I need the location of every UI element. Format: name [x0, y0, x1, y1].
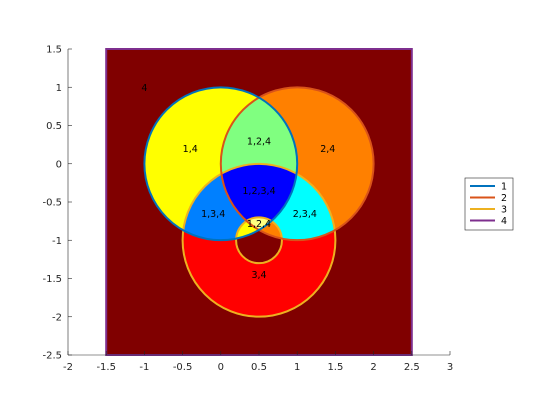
region-group-1-3	[182, 163, 298, 241]
region-label: 1,2,4	[247, 219, 271, 230]
x-tick-label: 1	[294, 362, 300, 373]
region-group-2-3	[220, 163, 336, 241]
set-2-outline	[219, 86, 375, 242]
legend-label-2: 2	[501, 193, 507, 204]
y-tick-label: 0.5	[46, 121, 62, 132]
x-tick-label: -1.5	[96, 362, 116, 373]
region-label: 1,2,3,4	[242, 186, 275, 197]
set-3-outer-outline	[181, 162, 337, 318]
legend-label-1: 1	[501, 182, 507, 193]
y-tick-label: -1	[52, 236, 62, 247]
y-tick-label: -2	[52, 312, 62, 323]
region-label: 1,2,4	[247, 136, 271, 147]
x-tick-label: -1	[139, 362, 149, 373]
region-fill-2-3-4	[220, 163, 336, 241]
y-tick-label: 0	[56, 159, 62, 170]
x-tick-label: 2	[370, 362, 376, 373]
x-tick-label: 0.5	[251, 362, 267, 373]
x-tick-label: 2.5	[404, 362, 420, 373]
x-tick-label: 1.5	[327, 362, 343, 373]
legend-label-4: 4	[501, 216, 507, 227]
region-fill-1-3-4	[182, 163, 298, 241]
legend-label-3: 3	[501, 205, 507, 216]
label-layer: 4 1,4 2,4 1,2,4 1,2,3,4 1,3,4 2,3,4 1,2,4 3,4	[141, 83, 335, 281]
region-label: 2,3,4	[293, 209, 317, 220]
region-label: 4	[141, 83, 147, 94]
x-tick-label: -2	[63, 362, 73, 373]
set-1-outline	[143, 86, 299, 242]
y-tick-label: 1.5	[46, 45, 62, 56]
y-tick-label: -1.5	[42, 274, 62, 285]
x-tick-label: 3	[447, 362, 453, 373]
y-tick-label: -0.5	[42, 198, 62, 209]
region-label: 1,3,4	[201, 209, 225, 220]
axes-layer: -2 -1.5 -1 -0.5 0 0.5 1 1.5 2 2.5 3 1.5 1 0.5 0 -0.5 -1 -…	[42, 45, 453, 374]
region-label: 3,4	[251, 270, 266, 281]
y-tick-label: 1	[56, 83, 62, 94]
y-tick-label: -2.5	[42, 351, 62, 362]
x-tick-label: -0.5	[173, 362, 193, 373]
set-3-inner-outline	[235, 216, 283, 265]
region-label: 1,4	[183, 144, 198, 155]
region-label: 2,4	[320, 144, 335, 155]
x-tick-label: 0	[218, 362, 224, 373]
